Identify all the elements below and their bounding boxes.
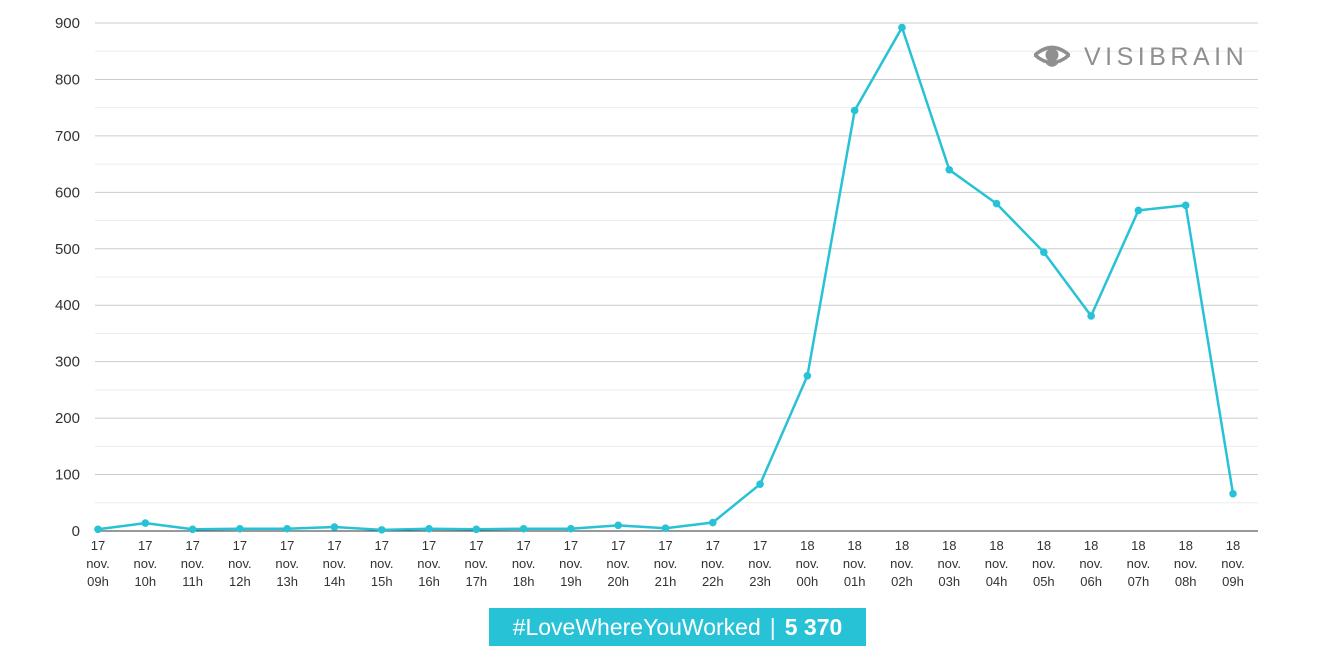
x-tick-label: 17 nov. 17h: [465, 538, 489, 589]
data-point: [708, 518, 717, 527]
data-point: [661, 524, 670, 532]
data-point: [850, 106, 859, 115]
tweet-total: 5 370: [784, 613, 843, 640]
data-point: [898, 23, 906, 32]
y-tick-label: 200: [55, 410, 80, 427]
x-tick-label: 17 nov. 18h: [512, 538, 536, 589]
data-points: [94, 23, 1237, 534]
hashtag-label: #LoveWhereYouWorked: [512, 613, 761, 640]
y-tick-label: 700: [55, 128, 80, 145]
data-point: [945, 165, 954, 174]
data-point: [567, 524, 575, 533]
x-tick-label: 17 nov. 19h: [559, 538, 583, 589]
x-tick-label: 18 nov. 06h: [1079, 538, 1103, 589]
x-tick-label: 17 nov. 13h: [275, 538, 299, 589]
y-tick-label: 900: [55, 15, 80, 32]
x-tick-label: 18 nov. 07h: [1127, 538, 1151, 589]
data-point: [188, 525, 197, 534]
hashtag-total-banner: #LoveWhereYouWorked | 5 370: [489, 608, 866, 646]
data-point: [236, 524, 244, 533]
y-tick-label: 100: [55, 467, 80, 484]
data-point: [992, 199, 1001, 208]
x-tick-label: 18 nov. 08h: [1174, 538, 1198, 589]
data-point: [756, 480, 764, 488]
x-tick-label: 17 nov. 11h: [181, 538, 205, 589]
data-point: [1040, 248, 1048, 256]
x-tick-label: 18 nov. 02h: [890, 538, 914, 589]
visibrain-logo: VISIBRAIN: [1034, 40, 1248, 74]
data-point: [1134, 206, 1143, 215]
x-tick-label: 17 nov. 20h: [606, 538, 630, 589]
data-point: [519, 524, 528, 533]
x-tick-label: 17 nov. 21h: [654, 538, 678, 589]
data-point: [141, 519, 150, 527]
y-axis-ticks: 0 100 200 300 400 500 600 700 800 900: [55, 15, 80, 540]
x-tick-label: 18 nov. 09h: [1221, 538, 1245, 589]
data-point: [1181, 201, 1190, 210]
x-tick-label: 17 nov. 10h: [133, 538, 157, 589]
data-point: [425, 524, 433, 533]
x-tick-label: 18 nov. 05h: [1032, 538, 1056, 589]
x-tick-label: 17 nov. 15h: [370, 538, 394, 589]
data-point: [377, 526, 386, 534]
data-point: [283, 524, 291, 533]
data-point: [94, 525, 102, 534]
y-tick-label: 0: [72, 523, 80, 540]
y-tick-label: 800: [55, 71, 80, 88]
data-point: [803, 371, 812, 380]
grid-lines: [95, 22, 1258, 504]
x-tick-label: 17 nov. 22h: [701, 538, 725, 589]
data-point: [1087, 312, 1095, 320]
logo-text: VISIBRAIN: [1084, 42, 1249, 71]
eye-icon: [1034, 45, 1070, 67]
x-tick-label: 17 nov. 12h: [228, 538, 252, 589]
x-tick-label: 18 nov. 01h: [843, 538, 867, 589]
x-tick-label: 17 nov. 14h: [323, 538, 347, 589]
x-tick-label: 17 nov. 09h: [86, 538, 110, 589]
y-tick-label: 300: [55, 354, 80, 371]
y-tick-label: 600: [55, 184, 80, 201]
x-tick-label: 17 nov. 23h: [748, 538, 772, 589]
y-tick-label: 500: [55, 241, 80, 258]
x-tick-label: 17 nov. 16h: [417, 538, 441, 589]
data-point: [472, 525, 481, 534]
banner-separator: |: [769, 613, 776, 640]
data-point: [330, 523, 339, 531]
x-tick-label: 18 nov. 00h: [796, 538, 820, 589]
x-tick-label: 18 nov. 04h: [985, 538, 1009, 589]
x-tick-label: 18 nov. 03h: [937, 538, 961, 589]
series-line: [97, 26, 1235, 532]
y-tick-label: 400: [55, 297, 80, 314]
x-axis-ticks: 17 nov. 09h 17 nov. 10h 17 nov. 11h 17 nov. 12h 17 no…: [86, 538, 1245, 589]
data-point: [614, 521, 623, 530]
data-point: [1229, 489, 1237, 498]
